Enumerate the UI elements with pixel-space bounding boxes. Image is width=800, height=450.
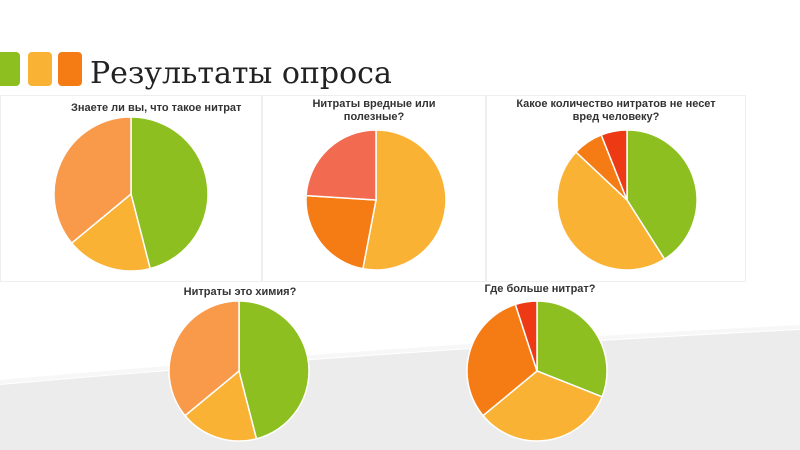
pie-slice-3 <box>466 303 538 417</box>
pie-slice-2 <box>482 370 604 442</box>
pie-slice-4 <box>600 129 628 201</box>
chart-title-5: Где больше нитрат? <box>484 283 596 295</box>
slide-title: Результаты опроса <box>90 56 392 91</box>
accent-square-green <box>0 52 20 86</box>
accent-square-orange <box>58 52 82 86</box>
pie-slice-2 <box>70 192 152 272</box>
pie-slice-2 <box>184 369 258 442</box>
pie-slice-2 <box>305 194 377 270</box>
chart-title: Какое количество нитратов не несет вред … <box>516 98 716 123</box>
pie-slice-1 <box>130 116 209 270</box>
pie-slice-3 <box>305 129 377 201</box>
pie-slice-3 <box>53 116 132 245</box>
pie-slice-1 <box>536 300 608 398</box>
pie-slice-4 <box>514 300 538 372</box>
pie-slice-2 <box>556 151 666 271</box>
chart-title-4: Нитраты это химия? <box>183 286 297 298</box>
pie-slice-1 <box>238 300 310 440</box>
chart-title: Знаете ли вы, что такое нитрат <box>71 102 242 114</box>
accent-square-yellow <box>28 52 52 86</box>
chart-title: Нитраты вредные или полезные? <box>312 98 436 123</box>
pie-slice-1 <box>362 129 447 271</box>
pie-slice-3 <box>168 300 240 417</box>
